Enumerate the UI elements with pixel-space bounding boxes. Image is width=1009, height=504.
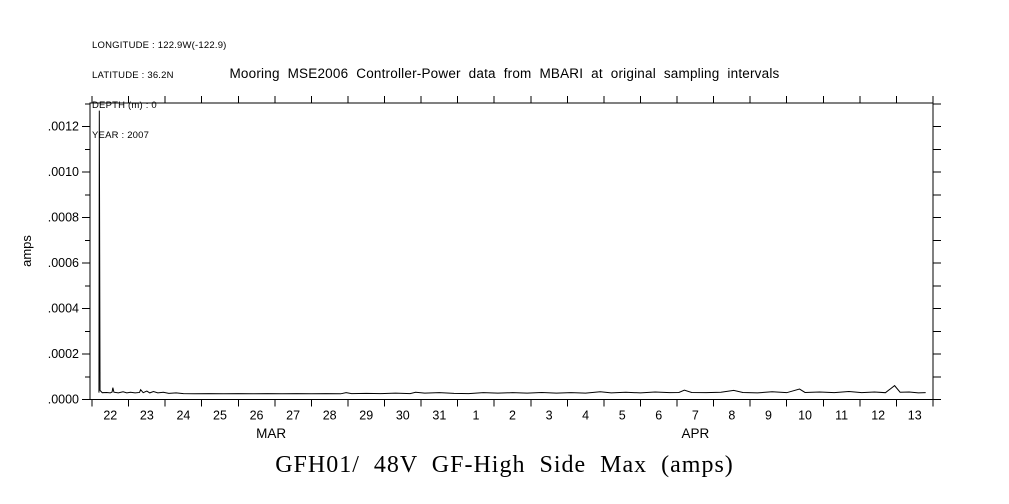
x-day-label: 9: [765, 409, 772, 423]
tick-label: .0002: [48, 347, 79, 361]
x-day-label: 6: [655, 409, 662, 423]
metadata-block: LONGITUDE : 122.9W(-122.9) LATITUDE : 36…: [92, 21, 227, 161]
plot-frame: [89, 102, 934, 400]
x-day-label: 12: [871, 409, 885, 423]
x-day-label: 8: [728, 409, 735, 423]
variable-title: GFH01/ 48V GF-High Side Max (amps): [275, 452, 734, 478]
x-day-label: 25: [213, 409, 227, 423]
tick-label: .0008: [48, 211, 79, 225]
x-month-label: APR: [681, 426, 709, 441]
tick-label: .0010: [48, 165, 79, 179]
x-day-label: 23: [140, 409, 154, 423]
x-day-label: 10: [798, 409, 812, 423]
x-day-label: 11: [835, 409, 848, 423]
x-day-label: 31: [432, 409, 446, 423]
x-day-label: 13: [908, 409, 922, 423]
tick-label: .0006: [48, 256, 79, 270]
x-day-label: 1: [472, 409, 479, 423]
chart-title: Mooring MSE2006 Controller-Power data fr…: [229, 66, 780, 81]
tick-label: .0012: [48, 120, 79, 134]
x-day-label: 22: [103, 409, 117, 423]
metadata-longitude: LONGITUDE : 122.9W(-122.9): [92, 40, 227, 51]
x-day-label: 7: [692, 409, 699, 423]
tick-label: .0000: [48, 393, 79, 407]
metadata-latitude: LATITUDE : 36.2N: [92, 70, 174, 81]
x-day-label: 5: [619, 409, 626, 423]
metadata-year: YEAR : 2007: [92, 130, 150, 141]
x-day-label: 30: [396, 409, 410, 423]
x-day-label: 24: [176, 409, 190, 423]
x-day-label: 4: [582, 409, 589, 423]
metadata-depth: DEPTH (m) : 0: [92, 100, 157, 111]
data-series-line: [98, 110, 926, 395]
x-day-label: 27: [286, 409, 300, 423]
x-day-label: 29: [359, 409, 373, 423]
x-day-label: 26: [250, 409, 264, 423]
x-day-label: 3: [546, 409, 553, 423]
y-axis-label: amps: [19, 235, 34, 267]
tick-label: .0004: [48, 302, 79, 316]
x-day-label: 2: [509, 409, 516, 423]
x-day-label: 28: [323, 409, 337, 423]
x-month-label: MAR: [256, 426, 286, 441]
